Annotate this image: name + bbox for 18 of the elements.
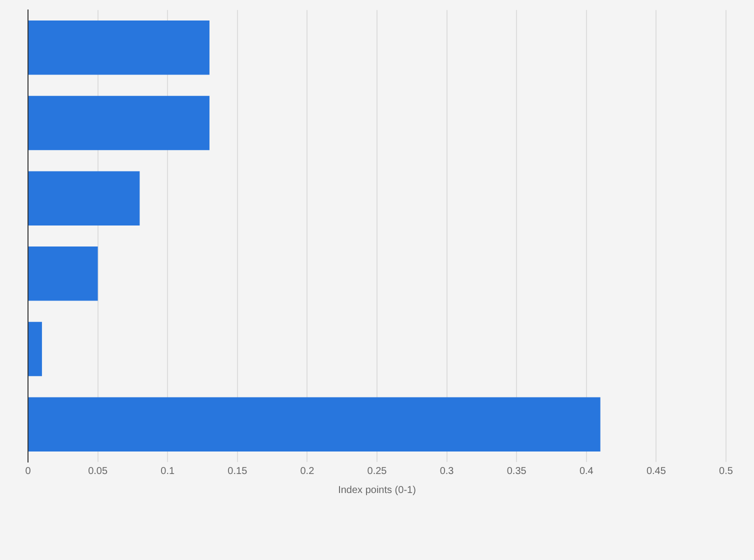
x-tick-label: 0.25 [367, 466, 388, 477]
bar [28, 397, 600, 452]
x-tick-label: 0.15 [228, 466, 248, 477]
x-tick-label: 0.35 [506, 466, 527, 477]
x-tick-label: 0.4 [579, 466, 594, 477]
bar [28, 322, 42, 376]
x-tick-label: 0.3 [440, 466, 454, 477]
x-tick-label: 0.2 [300, 466, 315, 477]
x-tick-label: 0.5 [719, 466, 734, 477]
x-tick-label: 0.05 [88, 466, 108, 477]
x-tick-label: 0 [25, 466, 32, 477]
x-tick-label: 0.1 [160, 466, 175, 477]
bar [28, 171, 140, 226]
bar [28, 246, 98, 301]
x-tick-label: 0.45 [646, 466, 666, 477]
bar [28, 96, 210, 150]
bar [28, 20, 210, 75]
x-axis-title: Index points (0-1) [338, 484, 416, 496]
